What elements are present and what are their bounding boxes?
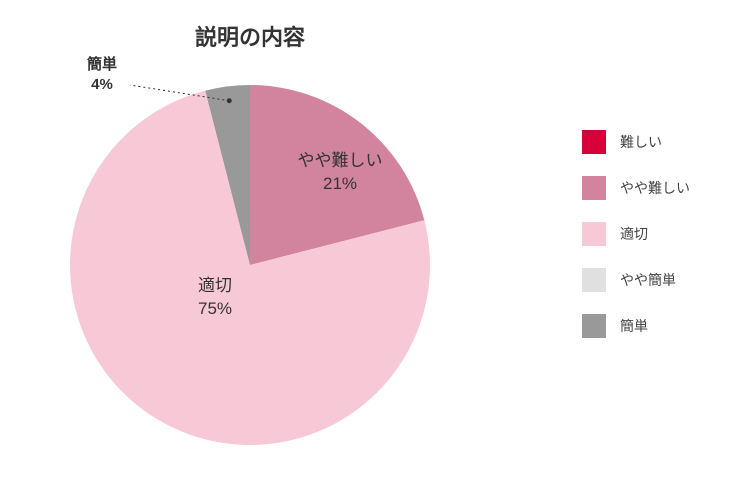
legend-swatch xyxy=(582,268,606,292)
legend-item-somewhat-easy: やや簡単 xyxy=(582,268,690,292)
legend-label: やや難しい xyxy=(620,178,690,198)
pie-svg xyxy=(60,75,440,455)
legend-swatch xyxy=(582,176,606,200)
legend-item-easy: 簡単 xyxy=(582,314,690,338)
chart-container: 説明の内容 やや難しい 21% 適切 75% 簡単 4% 難しい やや難しい 適… xyxy=(0,0,750,500)
legend-label: 難しい xyxy=(620,132,662,152)
legend-label: 適切 xyxy=(620,224,648,244)
legend-swatch xyxy=(582,130,606,154)
chart-title: 説明の内容 xyxy=(0,20,500,52)
legend-label: やや簡単 xyxy=(620,270,676,290)
legend-item-difficult: 難しい xyxy=(582,130,690,154)
callout-line2: 4% xyxy=(91,76,113,93)
pie-area: やや難しい 21% 適切 75% xyxy=(60,75,440,460)
legend-swatch xyxy=(582,314,606,338)
legend-label: 簡単 xyxy=(620,316,648,336)
legend-item-appropriate: 適切 xyxy=(582,222,690,246)
callout-line1: 簡単 xyxy=(87,56,117,73)
callout-easy: 簡単 4% xyxy=(72,55,132,94)
legend: 難しい やや難しい 適切 やや簡単 簡単 xyxy=(582,130,690,360)
legend-item-somewhat-difficult: やや難しい xyxy=(582,176,690,200)
legend-swatch xyxy=(582,222,606,246)
